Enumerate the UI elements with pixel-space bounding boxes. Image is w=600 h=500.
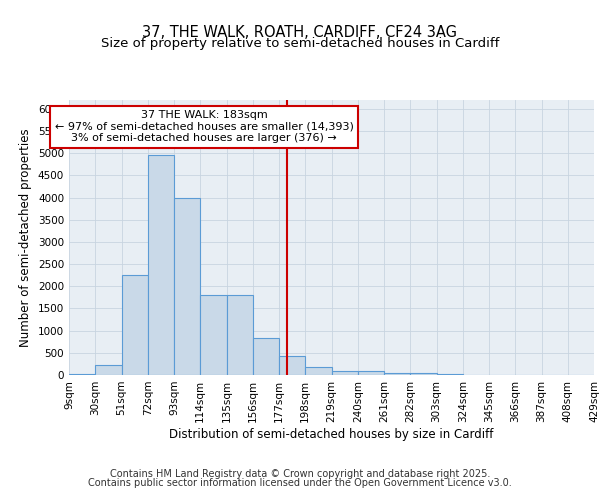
Bar (253, 338, 279, 375)
Bar (332, 370, 358, 375)
X-axis label: Distribution of semi-detached houses by size in Cardiff: Distribution of semi-detached houses by … (169, 428, 494, 440)
Text: Contains HM Land Registry data © Crown copyright and database right 2025.: Contains HM Land Registry data © Crown c… (110, 469, 490, 479)
Text: Size of property relative to semi-detached houses in Cardiff: Size of property relative to semi-detach… (101, 37, 499, 50)
Bar (95, 365, 121, 375)
Bar (200, 295, 227, 375)
Bar (384, 372, 410, 375)
Bar (174, 198, 200, 375)
Bar (227, 295, 253, 375)
Text: 37 THE WALK: 183sqm
← 97% of semi-detached houses are smaller (14,393)
3% of sem: 37 THE WALK: 183sqm ← 97% of semi-detach… (55, 110, 353, 143)
Bar (279, 356, 305, 375)
Bar (305, 367, 332, 375)
Text: Contains public sector information licensed under the Open Government Licence v3: Contains public sector information licen… (88, 478, 512, 488)
Bar (122, 275, 148, 375)
Bar (410, 372, 437, 375)
Bar (358, 372, 384, 375)
Bar (437, 374, 463, 375)
Bar (148, 156, 174, 375)
Y-axis label: Number of semi-detached properties: Number of semi-detached properties (19, 128, 32, 347)
Text: 37, THE WALK, ROATH, CARDIFF, CF24 3AG: 37, THE WALK, ROATH, CARDIFF, CF24 3AG (143, 25, 458, 40)
Bar (69, 374, 95, 375)
